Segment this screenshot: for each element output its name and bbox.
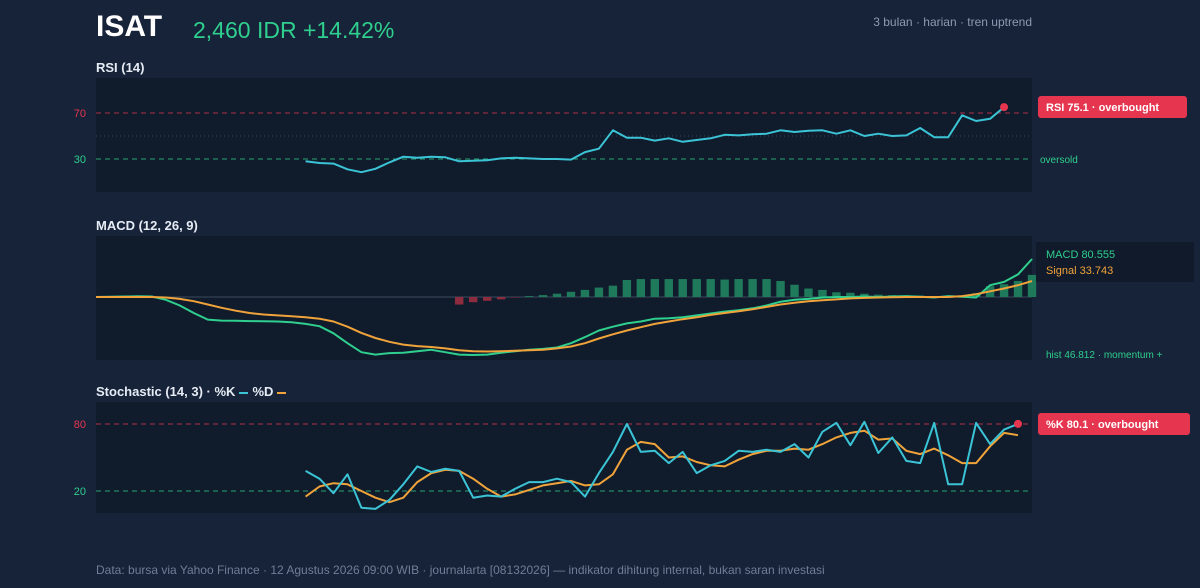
macd-hist-bar bbox=[999, 284, 1009, 297]
macd-hist-bar bbox=[594, 287, 604, 297]
macd-hist-bar bbox=[818, 289, 827, 297]
macd-legend-box bbox=[1036, 242, 1194, 282]
macd-hist-bar bbox=[496, 297, 506, 300]
macd-hist-bar bbox=[608, 285, 618, 297]
macd-hist-bar bbox=[469, 297, 478, 303]
macd-hist-bar bbox=[762, 279, 771, 297]
macd-hist-bar bbox=[776, 280, 785, 297]
macd-hist-bar bbox=[552, 293, 562, 297]
macd-hist-bar bbox=[1027, 274, 1037, 297]
macd-hist-bar bbox=[636, 279, 646, 297]
stoch-last-point bbox=[1014, 419, 1023, 428]
stoch-k-line bbox=[305, 420, 1019, 510]
signal-line bbox=[96, 280, 1033, 353]
macd-value-label: MACD 80.555 bbox=[1046, 249, 1115, 261]
macd-hist-bar bbox=[790, 284, 799, 297]
macd-hist-bar bbox=[804, 288, 813, 297]
macd-hist-bar bbox=[580, 289, 590, 297]
macd-hist-bar bbox=[832, 292, 841, 297]
legend-k-swatch bbox=[239, 391, 249, 394]
stoch-badge-bg bbox=[1038, 413, 1190, 435]
macd-hist-bar bbox=[748, 279, 757, 297]
chart-meta: 3 bulan · harian · tren uptrend bbox=[873, 15, 1032, 29]
macd-hist-bar bbox=[455, 297, 464, 305]
legend-d-label: %D bbox=[252, 384, 274, 399]
rsi-last-point bbox=[1000, 103, 1009, 112]
stoch-tick-20: 20 bbox=[74, 486, 86, 498]
macd-hist-bar bbox=[566, 291, 576, 297]
macd-hist-bar bbox=[1013, 280, 1023, 297]
macd-hist-bar bbox=[524, 296, 534, 297]
stoch-d-line bbox=[305, 429, 1019, 504]
rsi-badge-text: RSI 75.1 · overbought bbox=[1046, 102, 1159, 114]
macd-title: MACD (12, 26, 9) bbox=[96, 218, 198, 233]
macd-hist-bar bbox=[538, 295, 548, 297]
rsi-line bbox=[305, 106, 1005, 174]
macd-hist-bar bbox=[678, 279, 687, 297]
macd-hist-bar bbox=[622, 280, 632, 297]
macd-hist-bar bbox=[846, 292, 855, 297]
rsi-title: RSI (14) bbox=[96, 60, 145, 75]
rsi-tick-70: 70 bbox=[74, 108, 86, 120]
ticker-symbol: ISAT bbox=[96, 10, 163, 43]
rsi-badge-bg bbox=[1038, 96, 1187, 118]
macd-hist-bar bbox=[664, 279, 673, 297]
price-change: 2,460 IDR +14.42% bbox=[193, 17, 395, 43]
macd-hist-bar bbox=[734, 279, 743, 297]
rsi-oversold-label: oversold bbox=[1040, 155, 1078, 166]
macd-hist-bar bbox=[692, 279, 701, 297]
macd-hist-bar bbox=[510, 297, 520, 298]
macd-hist-bar bbox=[874, 294, 883, 297]
stoch-badge-text: %K 80.1 · overbought bbox=[1046, 419, 1159, 431]
macd-hist-bar bbox=[650, 279, 659, 297]
footer-source: Data: bursa via Yahoo Finance · 12 Agust… bbox=[96, 563, 825, 577]
stoch-tick-80: 80 bbox=[74, 419, 86, 431]
macd-hist-bar bbox=[482, 297, 492, 301]
macd-hist-bar bbox=[706, 279, 715, 297]
signal-value-label: Signal 33.743 bbox=[1046, 265, 1113, 277]
macd-hist-bar bbox=[860, 293, 869, 297]
stoch-title-text: Stochastic (14, 3) bbox=[96, 384, 203, 399]
legend-k-label: %K bbox=[214, 384, 236, 399]
rsi-tick-30: 30 bbox=[74, 154, 86, 166]
stoch-panel-bg bbox=[96, 402, 1032, 513]
stoch-title: Stochastic (14, 3) · %K %D bbox=[96, 384, 290, 399]
hist-value-label: hist 46.812 · momentum + bbox=[1046, 350, 1163, 361]
legend-d-swatch bbox=[277, 391, 287, 394]
macd-hist-bar bbox=[720, 279, 729, 297]
